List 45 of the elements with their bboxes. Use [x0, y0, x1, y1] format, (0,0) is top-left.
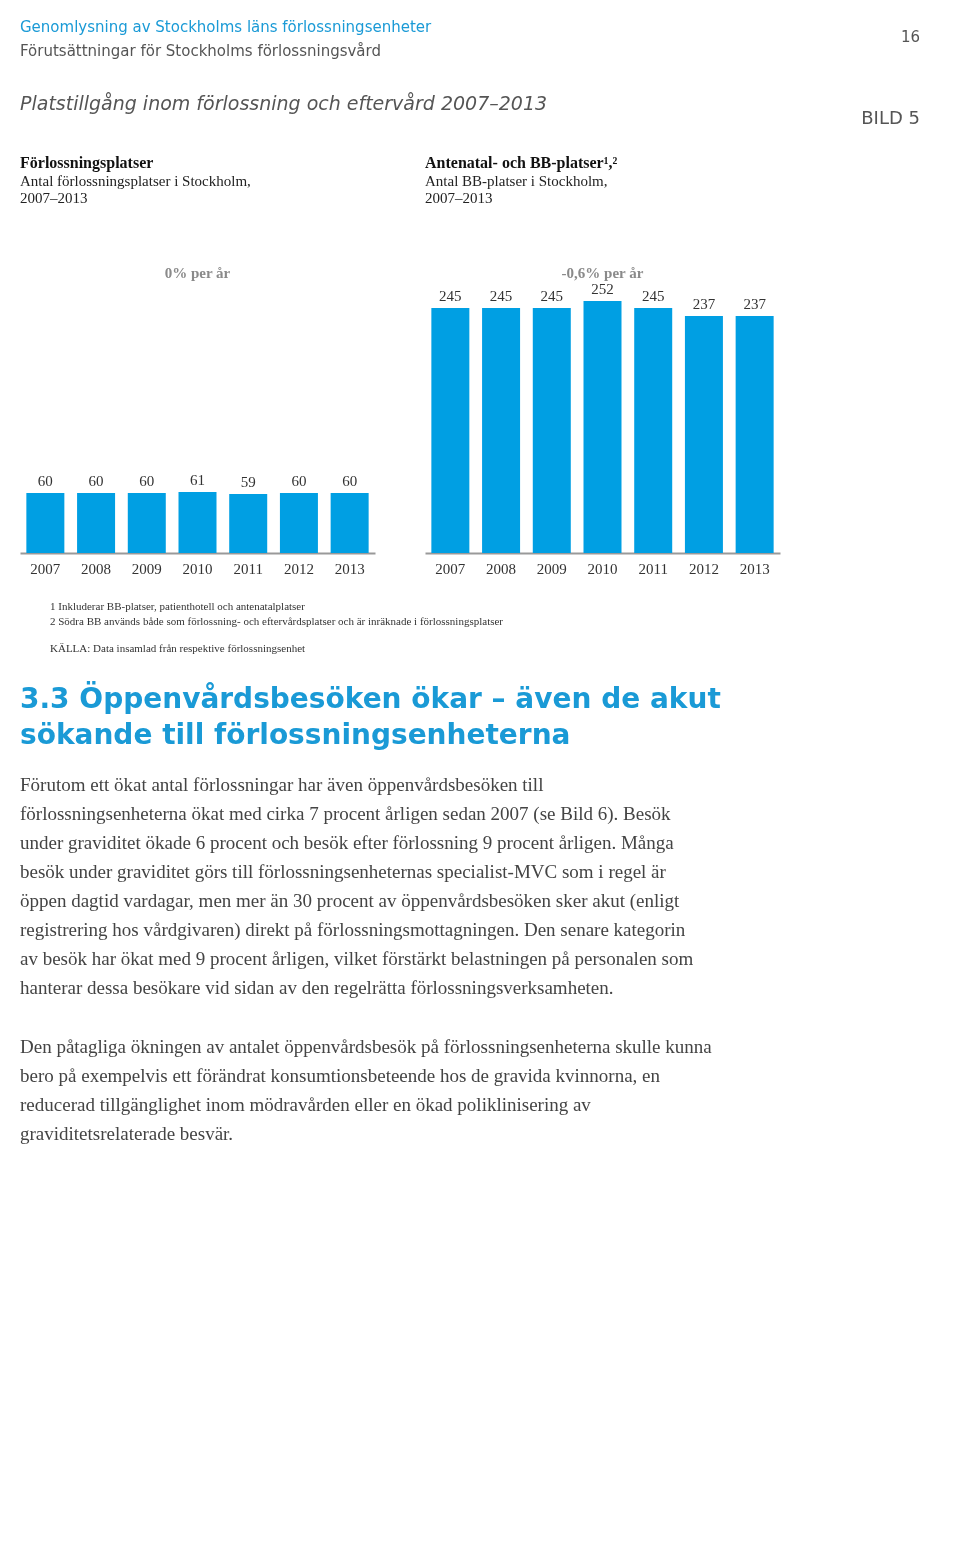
data-label: 60	[342, 473, 358, 489]
x-tick-label: 2010	[587, 560, 618, 577]
text: -0,6% per år	[561, 265, 644, 281]
data-label: 59	[240, 474, 256, 490]
data-label: 245	[540, 288, 564, 304]
text: KÄLLA: Data insamlad från respektive förlossningsenhet	[50, 642, 306, 654]
x-tick-label: 2009	[536, 560, 567, 577]
text: 1 Inkluderar BB-platser, patienthotell och antenatalplatser	[50, 600, 306, 612]
text: 3.3 Öppenvårdsbesöken ökar – även de akut sökande till förlossningsenheterna	[20, 681, 721, 751]
x-tick-label: 2010	[182, 560, 213, 577]
data-label: 252	[591, 281, 614, 297]
text: Platstillgång inom förlossning och eftervård 2007–2013	[20, 92, 548, 114]
data-label: 237	[743, 296, 767, 312]
text: BILD 5	[861, 107, 920, 128]
chart-title: Antenatal- och BB-platser¹,²	[425, 154, 618, 172]
text: Genomlysning av Stockholms läns förlossningsenheter	[20, 18, 433, 36]
chart-title: Förlossningsplatser	[20, 154, 154, 172]
chart-subtitle: Antal BB-platser i Stockholm, 2007–2013	[425, 173, 608, 206]
x-tick-label: 2012	[283, 560, 314, 577]
text: 0% per år	[164, 265, 231, 281]
data-label: 245	[641, 288, 665, 304]
text: Den påtagliga ökningen av antalet öppenvårdsbesök på förlossningsenheterna skulle kunna bero på exempelvis ett förändrat konsumtionsbeteende hos de gravida kvinnorna, en reducerad tillgänglighet inom mödravården eller en ökad poliklinisering av graviditetsrelaterade besvär.	[20, 1036, 713, 1144]
data-label: 60	[291, 473, 307, 489]
x-tick-label: 2011	[233, 560, 263, 577]
x-tick-label: 2009	[131, 560, 162, 577]
text: Förutsättningar för Stockholms förlossningsvård	[20, 42, 381, 60]
x-tick-label: 2013	[739, 560, 770, 577]
data-label: 245	[489, 288, 513, 304]
x-tick-label: 2012	[688, 560, 719, 577]
x-tick-label: 2013	[334, 560, 365, 577]
data-label: 60	[139, 473, 155, 489]
chart-subtitle: Antal förlossningsplatser i Stockholm, 2007–2013	[20, 173, 251, 206]
x-tick-label: 2008	[81, 560, 112, 577]
x-tick-label: 2011	[638, 560, 668, 577]
x-tick-label: 2007	[30, 560, 61, 577]
data-label: 245	[439, 288, 462, 304]
data-label: 237	[692, 296, 716, 312]
data-label: 60	[88, 473, 104, 489]
x-tick-label: 2008	[486, 560, 517, 577]
text: 16	[900, 28, 920, 46]
data-label: 60	[37, 473, 53, 489]
text: Förutom ett ökat antal förlossningar har även öppenvårdsbesöken till förlossningsenheterna ökat med cirka 7 procent årligen sedan 2007 (se Bild 6). Besök under graviditet ökade 6 procent och besök efter förlossning 9 procent årligen. Många besök under graviditet görs till förlossningsenheternas specialist-MVC som i regel är öppen dagtid vardagar, men mer än 30 procent av öppenvårdsbesöken sker akut (enligt registrering hos vårdgivaren) direkt på förlossningsmottagningen. Den senare kategorin av besök har ökat med 9 procent årligen, vilket förstärkt belastningen på personalen som hanterar dessa besökare vid sidan av den regelrätta förlossningsverksamheten.	[20, 774, 694, 998]
data-label: 61	[190, 472, 205, 488]
text: 2 Södra BB används både som förlossning- och eftervårdsplatser och är inräknade i förlossningsplatser	[50, 615, 504, 627]
x-tick-label: 2007	[435, 560, 466, 577]
